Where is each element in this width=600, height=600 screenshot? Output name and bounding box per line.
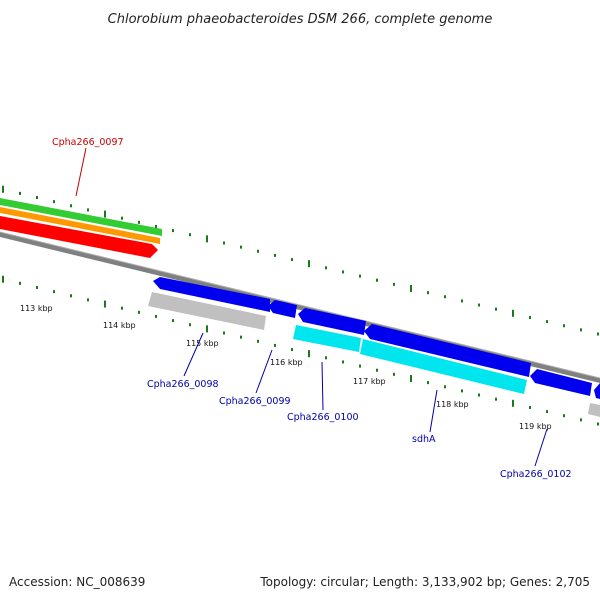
gene-label[interactable]: Cpha266_0098 <box>147 379 219 390</box>
genome-backbone-highlight <box>0 231 600 379</box>
feature-blue-cpha266-0102[interactable] <box>530 369 592 396</box>
forward-strand-features <box>0 198 162 258</box>
gene-label[interactable]: Cpha266_0097 <box>52 137 124 148</box>
tick-label: 119 kbp <box>519 422 552 431</box>
gene-label-leaders <box>75 147 548 467</box>
gene-label-leader <box>75 147 87 197</box>
feature-red-cpha266-0097[interactable] <box>0 216 158 258</box>
feature-blue-cpha266-0099[interactable] <box>268 300 297 318</box>
feature-blue-edge[interactable] <box>594 383 600 399</box>
feature-orange[interactable] <box>0 207 160 244</box>
accession-text: Accession: NC_008639 <box>9 575 145 589</box>
feature-green[interactable] <box>0 198 162 236</box>
feature-cyan-sdha[interactable] <box>360 339 527 394</box>
gene-label[interactable]: Cpha266_0100 <box>287 412 359 423</box>
gene-label[interactable]: Cpha266_0099 <box>219 396 291 407</box>
feature-cyan-cpha266-0100[interactable] <box>293 325 361 352</box>
feature-grey-cpha266-0098[interactable] <box>148 292 266 330</box>
gene-label-leader <box>429 389 438 433</box>
gene-label[interactable]: Cpha266_0102 <box>500 469 572 480</box>
tick-label: 117 kbp <box>353 377 386 386</box>
feature-blue-1[interactable] <box>153 277 270 312</box>
feature-grey-edge[interactable] <box>588 403 600 417</box>
outer-tick-marks <box>2 185 599 336</box>
tick-label: 113 kbp <box>20 304 53 313</box>
gene-label-leader <box>255 349 273 394</box>
tick-label: 114 kbp <box>103 321 136 330</box>
gene-label-leader <box>534 428 548 467</box>
reverse-strand-features <box>148 277 600 417</box>
feature-blue-cpha266-0100[interactable] <box>298 308 366 335</box>
gene-label-leader <box>321 361 324 411</box>
feature-blue-sdha[interactable] <box>364 324 531 377</box>
topology-summary: Topology: circular; Length: 3,133,902 bp… <box>259 575 590 589</box>
gene-label-leader <box>183 332 204 377</box>
map-title: Chlorobium phaeobacteroides DSM 266, com… <box>108 12 493 27</box>
tick-label: 118 kbp <box>436 400 469 409</box>
gene-label[interactable]: sdhA <box>412 434 436 445</box>
tick-labels: 113 kbp 114 kbp 115 kbp 116 kbp 117 kbp 118 k… <box>20 304 552 431</box>
tick-label: 115 kbp <box>186 339 219 348</box>
tick-label: 116 kbp <box>270 358 303 367</box>
inner-tick-marks <box>2 275 599 426</box>
